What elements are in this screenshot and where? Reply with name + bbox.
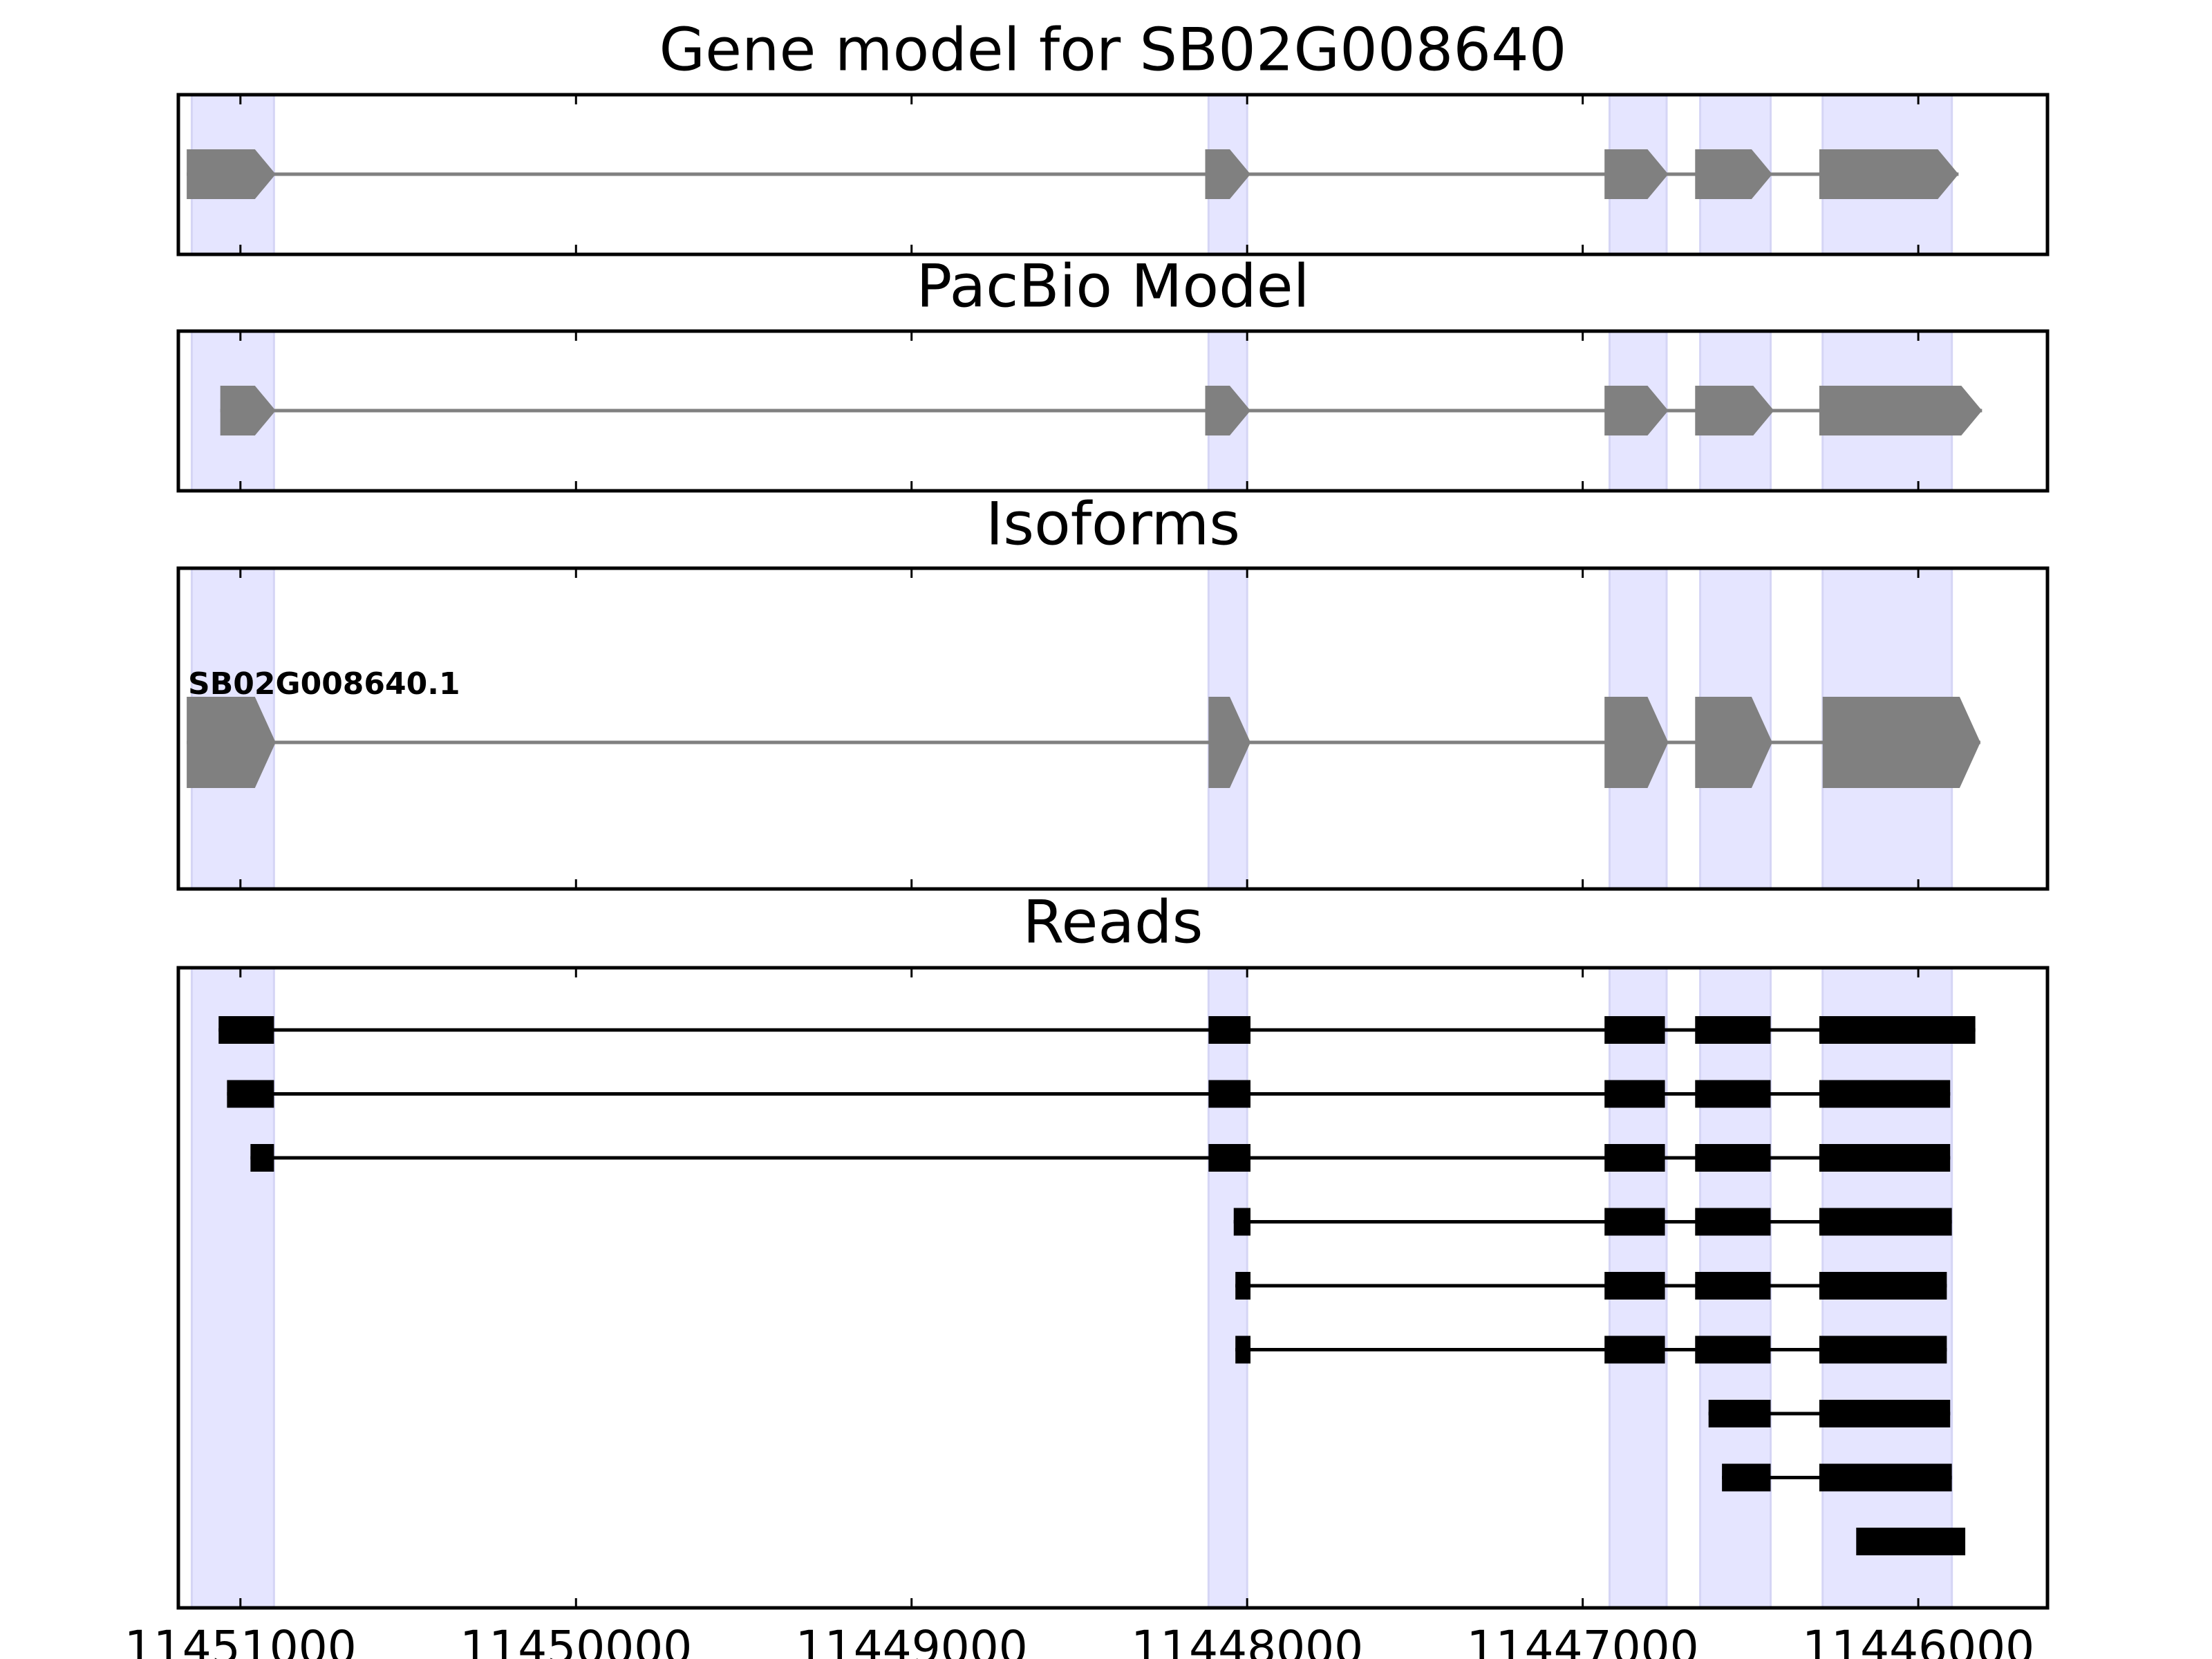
isoforms-exon-0-2 xyxy=(1604,697,1669,788)
reads-row-2 xyxy=(250,1144,1951,1172)
reads-row-5 xyxy=(1235,1335,1947,1364)
reads-exon-2-0 xyxy=(250,1144,274,1172)
reads-exon-5-2 xyxy=(1695,1335,1771,1364)
reads-exon-1-2 xyxy=(1604,1080,1665,1108)
reads-exon-1-4 xyxy=(1819,1080,1951,1108)
reads-exon-0-4 xyxy=(1819,1016,1976,1044)
isoforms-frame xyxy=(176,566,2050,891)
reads-exon-0-1 xyxy=(1208,1016,1251,1044)
reads-exon-3-2 xyxy=(1695,1208,1771,1236)
gene-model-exon-0-3 xyxy=(1695,149,1772,199)
reads-title: Reads xyxy=(1023,888,1203,957)
reads-exon-6-0 xyxy=(1708,1400,1771,1427)
reads-frame xyxy=(176,966,2050,1610)
x-tick-label-2: 11449000 xyxy=(796,1621,1028,1659)
reads-exon-5-1 xyxy=(1604,1335,1665,1364)
reads-exon-2-1 xyxy=(1208,1144,1251,1172)
reads-exon-3-3 xyxy=(1819,1208,1952,1236)
pacbio-model-row-0 xyxy=(220,386,1983,435)
pacbio-model-exon-0-0 xyxy=(220,386,276,435)
reads-exon-1-0 xyxy=(227,1080,274,1108)
reads-exon-6-1 xyxy=(1819,1400,1951,1427)
reads-exon-4-1 xyxy=(1604,1272,1665,1300)
panel-gene-model: Gene model for SB02G008640 xyxy=(176,15,2050,256)
isoforms-exon-0-4 xyxy=(1822,697,1980,788)
isoforms-exon-0-1 xyxy=(1208,697,1251,788)
pacbio-model-title: PacBio Model xyxy=(916,252,1309,321)
x-tick-label-0: 11451000 xyxy=(124,1621,357,1659)
reads-highlight-region-0 xyxy=(190,966,275,1609)
pacbio-model-exon-0-1 xyxy=(1205,386,1251,435)
x-tick-label-5: 11446000 xyxy=(1802,1621,2034,1659)
reads-exon-2-4 xyxy=(1819,1144,1951,1172)
reads-exon-2-2 xyxy=(1604,1144,1665,1172)
reads-row-8 xyxy=(1856,1528,1966,1555)
reads-exon-1-3 xyxy=(1695,1080,1771,1108)
isoforms-title: Isoforms xyxy=(986,489,1240,559)
x-tick-label-1: 11450000 xyxy=(460,1621,692,1659)
reads-exon-0-2 xyxy=(1604,1016,1665,1044)
pacbio-model-exon-0-3 xyxy=(1695,386,1774,435)
gene-model-row-0 xyxy=(187,149,1959,199)
gene-model-title: Gene model for SB02G008640 xyxy=(659,15,1567,84)
panels-layer: Gene model for SB02G008640 PacBio Model Is… xyxy=(124,15,2050,1659)
reads-exon-0-3 xyxy=(1695,1016,1771,1044)
gene-model-exon-0-4 xyxy=(1819,149,1959,199)
reads-row-3 xyxy=(1233,1208,1952,1236)
reads-row-6 xyxy=(1708,1400,1951,1427)
gene-model-exon-0-2 xyxy=(1604,149,1669,199)
reads-row-1 xyxy=(227,1080,1951,1108)
reads-exon-7-1 xyxy=(1819,1463,1952,1492)
isoforms-row-0: SB02G008640.1 xyxy=(187,666,1980,788)
gene-model-frame xyxy=(176,93,2050,256)
pacbio-model-frame xyxy=(176,329,2050,493)
isoforms-row-label-0: SB02G008640.1 xyxy=(188,666,460,702)
panel-pacbio-model: PacBio Model xyxy=(176,252,2050,493)
reads-exon-1-1 xyxy=(1208,1080,1251,1108)
reads-exon-4-2 xyxy=(1695,1272,1771,1300)
reads-exon-3-0 xyxy=(1233,1208,1251,1236)
isoforms-exon-0-3 xyxy=(1695,697,1772,788)
reads-exon-2-3 xyxy=(1695,1144,1771,1172)
gene-model-exon-0-1 xyxy=(1205,149,1251,199)
reads-exon-4-3 xyxy=(1819,1272,1947,1300)
panel-reads: Reads 11451000 11450000 11449000 11448000 114… xyxy=(124,888,2050,1659)
reads-exon-3-1 xyxy=(1604,1208,1665,1236)
reads-exon-7-0 xyxy=(1722,1463,1771,1492)
reads-row-7 xyxy=(1722,1463,1952,1492)
pacbio-model-exon-0-4 xyxy=(1819,386,1983,435)
reads-exon-5-0 xyxy=(1235,1335,1251,1364)
reads-exon-0-0 xyxy=(218,1016,274,1044)
reads-exon-4-0 xyxy=(1235,1272,1251,1300)
reads-exon-5-3 xyxy=(1819,1335,1947,1364)
isoforms-exon-0-0 xyxy=(187,697,276,788)
x-tick-label-3: 11448000 xyxy=(1131,1621,1363,1659)
x-tick-label-4: 11447000 xyxy=(1467,1621,1699,1659)
reads-exon-8-0 xyxy=(1856,1528,1966,1555)
reads-row-4 xyxy=(1235,1272,1947,1300)
panel-isoforms: Isoforms SB02G008640.1 xyxy=(176,489,2050,891)
pacbio-model-exon-0-2 xyxy=(1604,386,1669,435)
reads-row-0 xyxy=(218,1016,1976,1044)
gene-model-exon-0-0 xyxy=(187,149,276,199)
